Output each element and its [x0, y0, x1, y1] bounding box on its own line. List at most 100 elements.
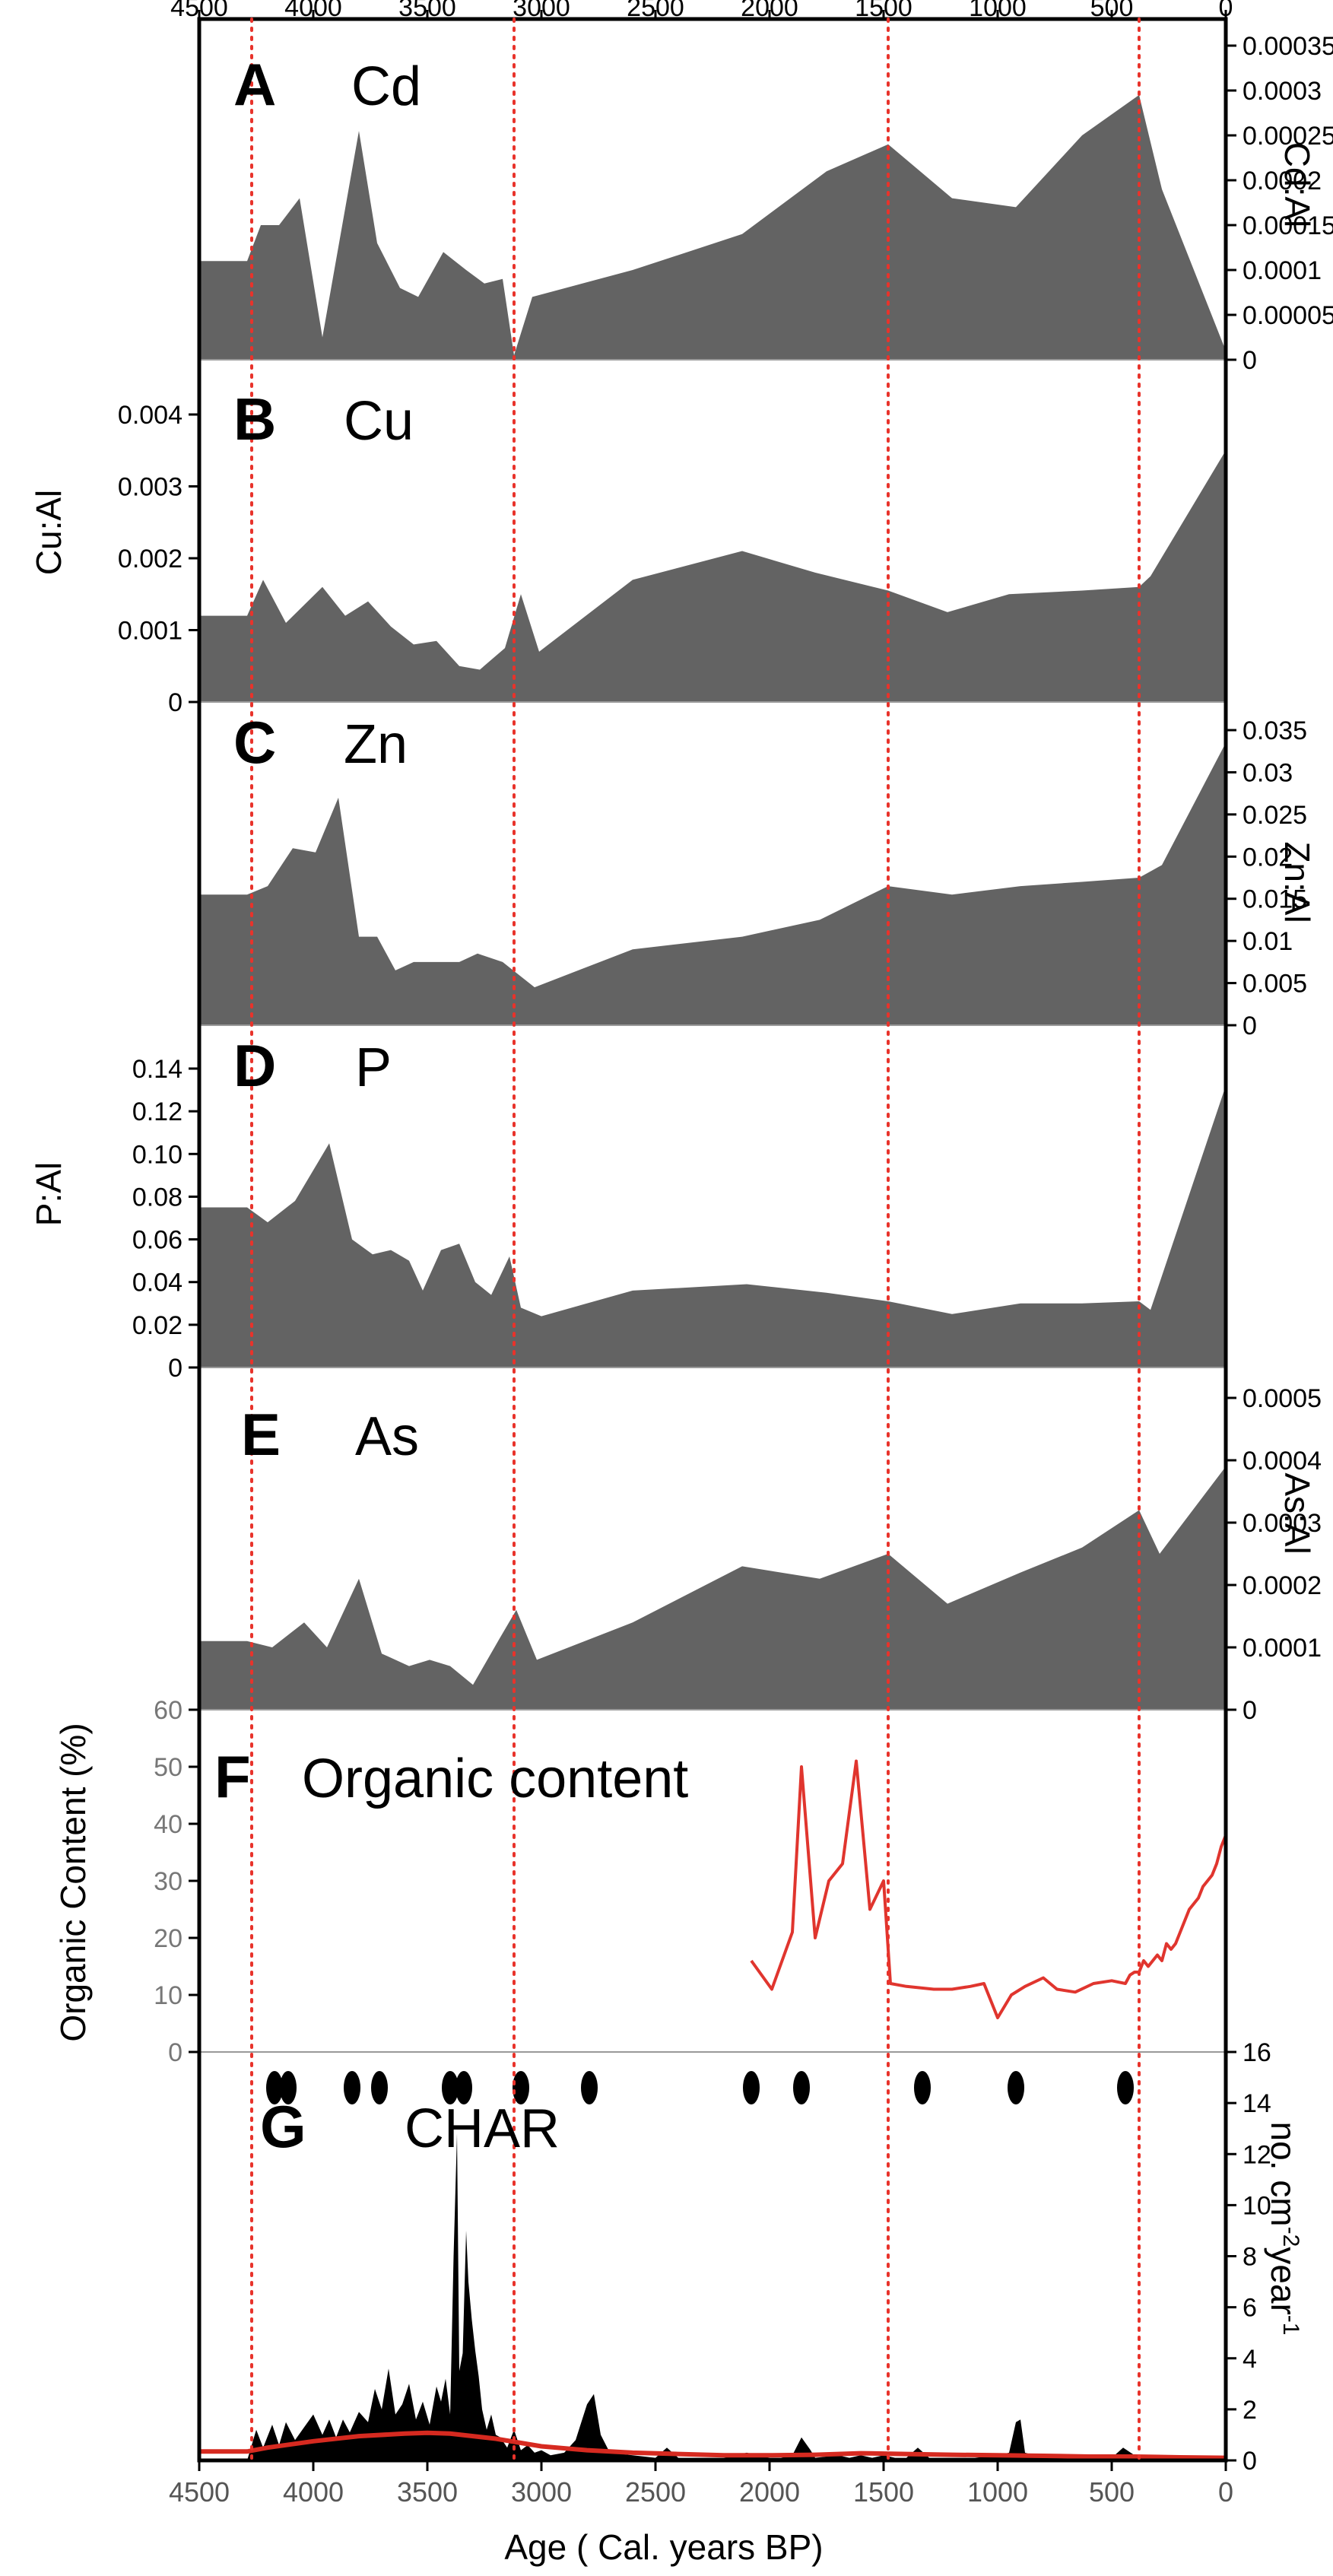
xtick-label-bottom-7: 1000	[967, 2476, 1028, 2508]
ytick-label-c-0: 0	[1243, 1012, 1257, 1040]
panel-plots	[199, 94, 1227, 2460]
xtick-label-top-4: 2500	[627, 0, 684, 22]
ylabel-char-part-4: -1	[1278, 2315, 1303, 2336]
ytick-label-a-7: 0.00035	[1243, 32, 1333, 61]
ytick-label-d-2: 0.04	[132, 1269, 182, 1298]
xtick-label-bottom-2: 3500	[397, 2476, 458, 2508]
ytick-label-g-6: 12	[1243, 2140, 1271, 2169]
ytick-label-d-5: 0.10	[132, 1140, 182, 1169]
panel-element-as: As	[355, 1406, 419, 1467]
ylabel-zn: Zn:Al	[1277, 841, 1317, 923]
ytick-label-d-0: 0	[168, 1354, 182, 1383]
xtick-label-bottom-1: 4000	[283, 2476, 344, 2508]
ytick-label-g-8: 16	[1243, 2038, 1271, 2067]
panel-title-char: CHAR	[405, 2098, 560, 2159]
ylabel-as: As:Al	[1277, 1472, 1317, 1554]
ytick-label-c-5: 0.025	[1243, 801, 1307, 830]
ytick-label-g-0: 0	[1243, 2447, 1257, 2476]
ylabel-cd: Cd:Al	[1277, 142, 1317, 227]
ytick-label-c-6: 0.03	[1243, 758, 1293, 787]
ytick-label-g-1: 2	[1243, 2396, 1257, 2425]
area-series-b	[199, 450, 1226, 702]
panel-element-cu: Cu	[344, 391, 414, 452]
ytick-label-f-2: 20	[154, 1924, 182, 1953]
plot-frame	[197, 17, 1228, 2463]
ytick-label-b-3: 0.003	[118, 473, 182, 502]
ytick-label-g-5: 10	[1243, 2191, 1271, 2220]
xtick-label-top-0: 4500	[170, 0, 228, 22]
ytick-label-e-5: 0.0005	[1243, 1384, 1322, 1413]
ytick-label-b-2: 0.002	[118, 545, 182, 573]
dated-sample-12	[1117, 2071, 1134, 2104]
area-series-c	[199, 742, 1226, 1025]
panel-letter-b: B	[233, 386, 276, 453]
ytick-label-a-1: 0.00005	[1243, 301, 1333, 330]
ytick-label-c-7: 0.035	[1243, 716, 1307, 745]
xtick-label-bottom-9: 0	[1218, 2476, 1233, 2508]
ytick-label-a-5: 0.00025	[1243, 122, 1333, 151]
organic-content-line	[750, 1759, 1227, 2019]
dated-sample-2	[344, 2071, 360, 2104]
dated-sample-0	[266, 2071, 283, 2104]
ytick-label-f-0: 0	[168, 2038, 182, 2067]
ylabel-char-part-1: no. cm	[1264, 2122, 1303, 2227]
dated-sample-11	[1008, 2071, 1024, 2104]
ytick-label-f-1: 10	[154, 1981, 182, 2010]
dated-sample-9	[793, 2071, 810, 2104]
xtick-label-top-2: 3500	[398, 0, 456, 22]
ytick-label-d-6: 0.12	[132, 1097, 182, 1126]
ylabel-char-part-2: -2	[1278, 2227, 1303, 2247]
xtick-label-top-3: 3000	[513, 0, 570, 22]
ytick-label-g-3: 6	[1243, 2294, 1257, 2323]
area-series-a	[199, 94, 1226, 361]
ytick-label-d-4: 0.08	[132, 1183, 182, 1212]
panel-letter-d: D	[233, 1032, 276, 1099]
xtick-label-top-1: 4000	[284, 0, 342, 22]
ytick-label-e-0: 0	[1243, 1696, 1257, 1725]
ytick-label-c-2: 0.01	[1243, 927, 1293, 956]
area-series-g	[199, 2133, 1226, 2460]
xtick-label-bottom-0: 4500	[169, 2476, 230, 2508]
ytick-label-a-0: 0	[1243, 346, 1257, 375]
dated-sample-10	[914, 2071, 931, 2104]
ylabel-cu: Cu:Al	[29, 490, 68, 575]
x-axis-title: Age ( Cal. years BP)	[504, 2527, 823, 2567]
ytick-label-c-3: 0.015	[1243, 885, 1307, 914]
ylabel-char: no. cm-2year-1	[1264, 2122, 1303, 2336]
panel-letter-g: G	[260, 2093, 306, 2160]
xtick-label-bottom-5: 2000	[739, 2476, 800, 2508]
ytick-label-f-5: 50	[154, 1753, 182, 1782]
panel-title-organic: Organic content	[302, 1749, 688, 1809]
panel-element-p: P	[355, 1037, 392, 1098]
ytick-label-g-2: 4	[1243, 2345, 1257, 2374]
ytick-label-e-3: 0.0003	[1243, 1509, 1322, 1538]
ytick-label-c-1: 0.005	[1243, 970, 1307, 999]
panel-axes: 0 0.00005 0.0001 0.00015 0.0002 0.00025 0.0003…	[118, 0, 1333, 2508]
panel-labels: A Cd B Cu C Zn D P E As F Organic conten…	[214, 51, 688, 2160]
ytick-label-e-2: 0.0002	[1243, 1571, 1322, 1600]
y-axis-labels: Cd:Al Cu:Al Zn:Al P:Al As:Al Organic Con…	[29, 142, 1317, 2336]
xtick-label-bottom-3: 3000	[511, 2476, 572, 2508]
xtick-label-bottom-8: 500	[1089, 2476, 1135, 2508]
panel-letter-e: E	[241, 1401, 281, 1468]
panel-letter-a: A	[233, 51, 276, 118]
panel-element-zn: Zn	[344, 714, 408, 775]
reference-lines	[250, 17, 1141, 2462]
ytick-label-b-1: 0.001	[118, 617, 182, 646]
ytick-label-c-4: 0.02	[1243, 843, 1293, 872]
char-trend-line	[199, 2430, 1227, 2460]
dated-sample-3	[371, 2071, 388, 2104]
ytick-label-e-4: 0.0004	[1243, 1447, 1322, 1475]
ytick-label-f-3: 30	[154, 1867, 182, 1896]
ytick-label-g-7: 14	[1243, 2089, 1271, 2118]
ytick-label-e-1: 0.0001	[1243, 1634, 1322, 1663]
xtick-label-top-6: 1500	[855, 0, 912, 22]
xtick-label-bottom-4: 2500	[625, 2476, 686, 2508]
ytick-label-a-2: 0.0001	[1243, 256, 1322, 285]
ytick-label-a-3: 0.00015	[1243, 211, 1333, 240]
dated-sample-8	[743, 2071, 760, 2104]
xtick-label-top-9: 0	[1219, 0, 1233, 22]
area-series-e	[199, 1466, 1226, 1710]
xtick-label-top-8: 500	[1090, 0, 1134, 22]
